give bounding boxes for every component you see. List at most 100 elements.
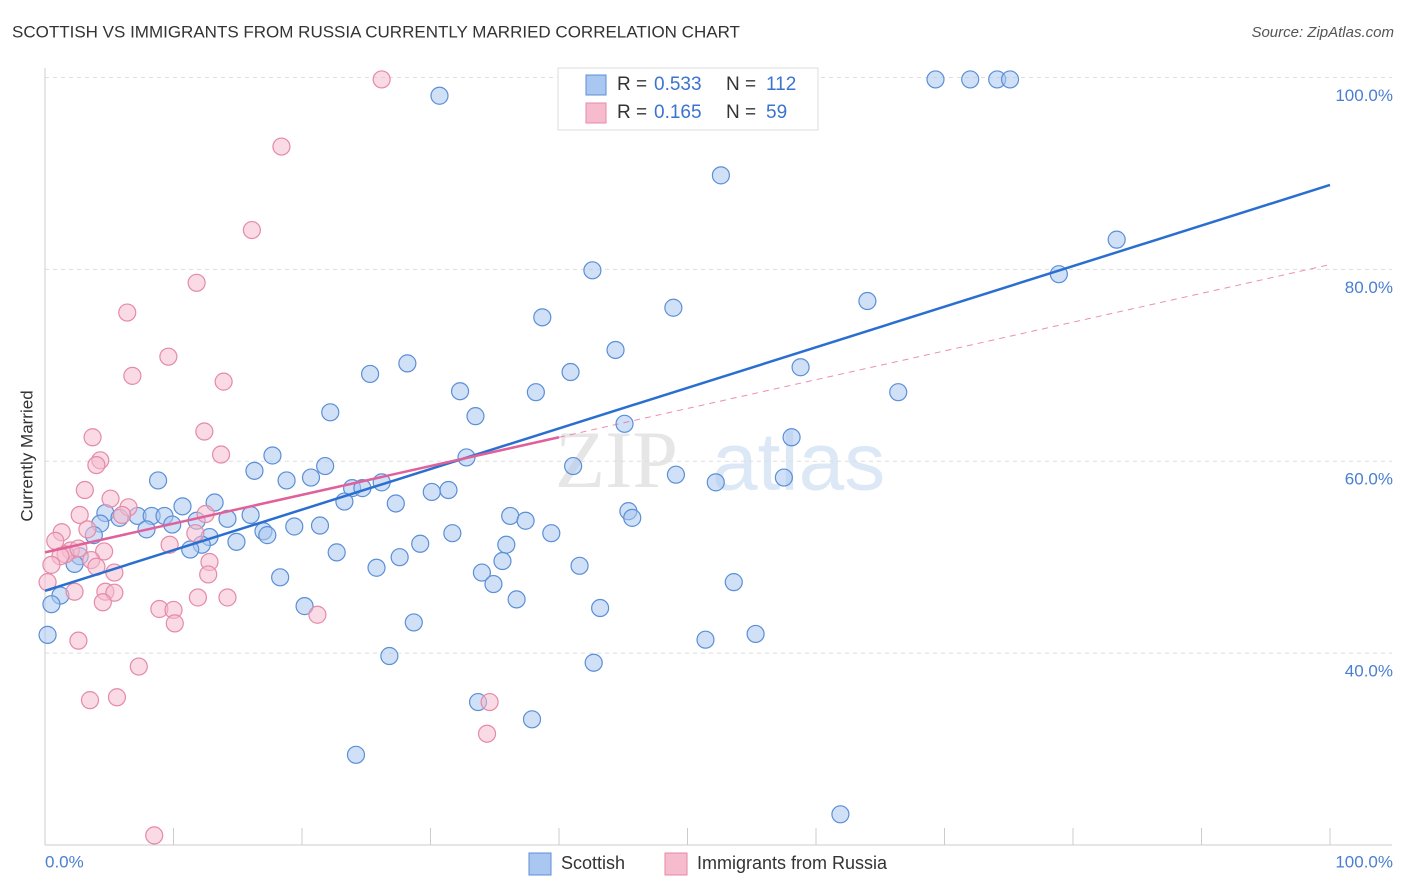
point xyxy=(791,358,810,377)
point xyxy=(70,505,89,525)
point xyxy=(1000,70,1020,89)
point xyxy=(398,354,417,373)
point xyxy=(774,468,793,487)
source: Source: ZipAtlas.com xyxy=(1251,24,1394,41)
point xyxy=(42,595,61,614)
point xyxy=(218,588,237,607)
point xyxy=(285,517,304,536)
point xyxy=(542,524,561,543)
point xyxy=(361,364,380,384)
point xyxy=(443,524,462,543)
point xyxy=(199,565,218,584)
y-tick-label: 40.0% xyxy=(1345,662,1393,681)
point xyxy=(623,508,642,527)
y-tick-label: 60.0% xyxy=(1345,470,1393,489)
point xyxy=(173,497,192,516)
legend-n: 112 xyxy=(766,74,796,95)
point xyxy=(107,688,127,707)
point xyxy=(148,471,168,490)
point xyxy=(78,520,97,539)
point xyxy=(159,347,178,366)
point xyxy=(858,291,877,311)
point xyxy=(42,555,61,574)
point xyxy=(526,383,545,402)
point xyxy=(112,505,132,525)
point xyxy=(241,505,260,525)
y-tick-label: 100.0% xyxy=(1335,86,1393,105)
legend-r-label: R = xyxy=(617,74,647,95)
point xyxy=(38,625,57,644)
point xyxy=(380,646,399,666)
point xyxy=(316,456,335,476)
point xyxy=(346,745,366,764)
y-tick-label: 80.0% xyxy=(1345,278,1393,297)
point xyxy=(472,563,491,582)
legend-swatch xyxy=(528,852,552,876)
legend-r: 0.533 xyxy=(654,74,702,95)
point xyxy=(926,70,945,89)
point xyxy=(430,86,449,105)
point xyxy=(522,710,542,729)
point xyxy=(245,461,264,480)
point xyxy=(87,455,106,475)
legend-n: 59 xyxy=(766,102,787,123)
point xyxy=(372,70,391,89)
point xyxy=(101,489,120,508)
point xyxy=(69,631,88,650)
point xyxy=(746,624,765,644)
point xyxy=(782,428,801,447)
point xyxy=(615,414,634,433)
point xyxy=(165,614,184,633)
legend-swatch xyxy=(664,852,688,876)
point xyxy=(186,524,205,543)
point xyxy=(889,383,908,402)
point xyxy=(214,372,233,391)
point xyxy=(145,826,164,845)
point xyxy=(95,542,114,561)
point xyxy=(308,605,327,624)
point xyxy=(390,548,409,567)
point xyxy=(664,298,683,317)
point xyxy=(367,558,386,577)
point xyxy=(310,516,330,535)
point xyxy=(295,597,314,616)
watermark: atlas xyxy=(712,417,885,508)
point xyxy=(831,805,850,824)
point xyxy=(411,534,430,553)
point xyxy=(561,362,580,382)
point xyxy=(263,446,282,465)
point xyxy=(439,480,458,500)
point xyxy=(484,574,503,594)
point xyxy=(272,137,291,156)
point xyxy=(386,494,405,513)
point xyxy=(258,526,277,545)
point xyxy=(321,403,340,422)
point xyxy=(450,382,470,401)
point xyxy=(187,273,206,292)
point xyxy=(711,166,731,185)
point xyxy=(75,480,94,500)
point xyxy=(188,588,208,607)
point xyxy=(123,366,142,385)
point xyxy=(327,543,346,562)
point xyxy=(591,598,610,618)
legend-r: 0.165 xyxy=(654,102,702,123)
legend-label: Scottish xyxy=(561,853,625,873)
legend-n-label: N = xyxy=(726,102,756,123)
point xyxy=(516,511,535,530)
point xyxy=(129,657,148,676)
point xyxy=(493,551,512,571)
point xyxy=(501,506,520,526)
legend-label: Immigrants from Russia xyxy=(697,853,888,873)
point xyxy=(583,261,602,280)
point xyxy=(466,407,485,426)
point xyxy=(570,556,589,575)
point xyxy=(724,573,743,592)
point xyxy=(497,535,516,554)
point xyxy=(195,422,214,441)
point xyxy=(211,445,231,464)
point xyxy=(606,340,625,360)
legend-swatch xyxy=(585,102,607,124)
x-tick-label: 100.0% xyxy=(1335,852,1393,871)
